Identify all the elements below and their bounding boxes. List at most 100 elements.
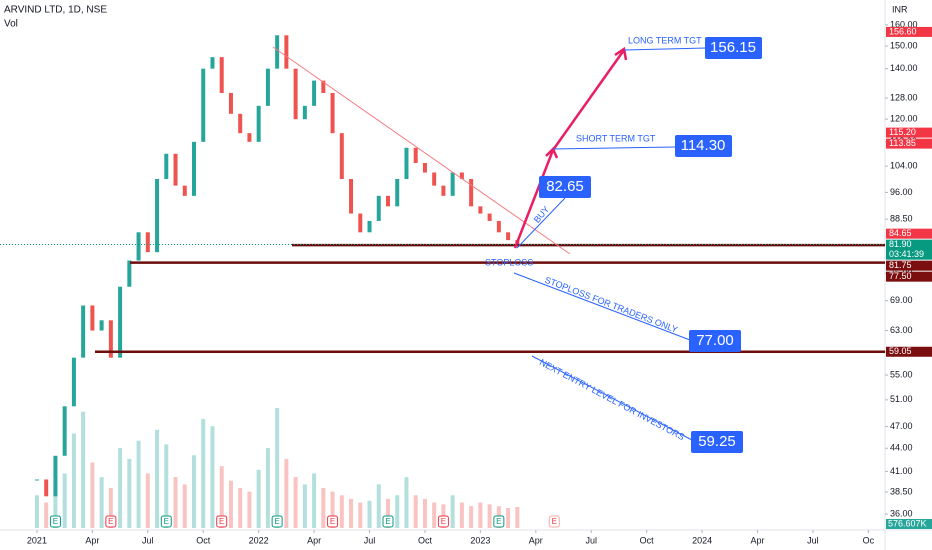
- volume-tag: [886, 519, 932, 529]
- volume-bar: [210, 426, 215, 528]
- value-box: [705, 37, 762, 59]
- x-tick-label: 2022: [249, 535, 269, 545]
- candle: [228, 92, 233, 114]
- earnings-icon: [548, 515, 560, 528]
- volume-bar: [191, 455, 196, 528]
- long-term-value: 156.15: [710, 39, 756, 56]
- earnings-label: E: [53, 517, 58, 526]
- x-tick-label: Oct: [418, 535, 433, 545]
- candle: [127, 260, 132, 287]
- volume-bar: [376, 484, 381, 528]
- x-tick-label: Apr: [85, 535, 99, 545]
- y-tick-label: 69.00: [890, 295, 913, 305]
- candle: [265, 68, 270, 106]
- y-tick-label: 51.00: [890, 394, 913, 404]
- candle: [53, 455, 58, 497]
- candle: [173, 153, 178, 186]
- x-tick-label: Jul: [142, 535, 154, 545]
- y-tick-label: 150.00: [890, 40, 918, 50]
- candle: [71, 357, 76, 407]
- earnings-label: E: [441, 517, 446, 526]
- earnings-icon: [493, 515, 505, 528]
- candle: [219, 57, 224, 93]
- volume-bar: [71, 433, 76, 528]
- volume-bar: [44, 502, 49, 528]
- volume-bar: [330, 491, 335, 528]
- earnings-label: E: [496, 517, 501, 526]
- volume-bar: [108, 488, 113, 528]
- y-tick-label: 38.50: [890, 486, 913, 496]
- candle: [349, 179, 354, 214]
- candle: [385, 195, 390, 207]
- volume-bar: [127, 458, 132, 528]
- candle: [469, 179, 474, 207]
- candle: [302, 105, 307, 120]
- x-tick-label: Apr: [751, 535, 765, 545]
- candle: [238, 113, 243, 134]
- price-tag: [886, 271, 932, 282]
- x-tick-label: Jul: [807, 535, 819, 545]
- volume-bar: [478, 502, 483, 528]
- stoploss-label: STOPLOSS: [485, 257, 533, 267]
- earnings-label: E: [219, 517, 224, 526]
- volume-bar: [367, 500, 372, 528]
- earnings-icon: [437, 515, 449, 528]
- volume-bar: [293, 477, 298, 528]
- arrow-head: [614, 46, 628, 61]
- candle: [182, 185, 187, 196]
- earnings-label: E: [330, 517, 335, 526]
- price-tag-label: 156.60: [889, 26, 917, 36]
- candle: [312, 80, 317, 106]
- candle: [62, 406, 67, 456]
- volume-bar: [422, 498, 427, 528]
- y-tick-label: 140.00: [890, 63, 918, 73]
- candle: [330, 92, 335, 134]
- investors-value: 59.25: [698, 433, 736, 450]
- volume-bar: [404, 477, 409, 528]
- volume-bar: [62, 473, 67, 528]
- volume-title: Vol: [4, 19, 18, 30]
- volume-bar: [155, 429, 160, 528]
- long-term-label: LONG TERM TGT: [628, 35, 702, 45]
- candle: [164, 153, 169, 180]
- volume-bar: [339, 495, 344, 528]
- candle: [210, 57, 215, 69]
- earnings-label: E: [274, 517, 279, 526]
- volume-bar: [358, 502, 363, 528]
- y-tick-label: 36.00: [890, 508, 913, 518]
- candle: [413, 147, 418, 164]
- price-tag: [886, 260, 932, 271]
- volume-bar: [145, 473, 150, 528]
- y-tick-label: 47.00: [890, 421, 913, 431]
- volume-bar: [164, 444, 169, 528]
- candle: [293, 68, 298, 120]
- price-tag-label: 115.20: [889, 127, 916, 137]
- earnings-label: E: [552, 517, 557, 526]
- volume-bar: [90, 462, 95, 528]
- volume-bar: [81, 411, 86, 528]
- candle: [487, 213, 492, 221]
- candle: [459, 172, 464, 180]
- volume-bar: [284, 458, 289, 528]
- candle: [81, 305, 86, 358]
- volume-bar: [182, 484, 187, 528]
- x-tick-label: Apr: [307, 535, 321, 545]
- candle: [275, 35, 280, 69]
- price-tag-label: 113.85: [889, 138, 916, 148]
- candle: [367, 220, 372, 233]
- volume-bar: [136, 440, 141, 528]
- candle: [376, 195, 381, 221]
- short-term-value: 114.30: [681, 137, 726, 154]
- volume-bar: [385, 498, 390, 528]
- candle: [284, 35, 289, 69]
- volume-bar: [238, 488, 243, 528]
- value-box: [675, 135, 732, 157]
- x-tick-label: 2024: [692, 535, 712, 545]
- volume-bar: [312, 473, 317, 528]
- x-tick-label: Oc: [863, 535, 875, 545]
- price-tag: [886, 26, 932, 37]
- buy-value: 82.65: [546, 178, 584, 195]
- earnings-label: E: [385, 517, 390, 526]
- candle: [44, 479, 49, 497]
